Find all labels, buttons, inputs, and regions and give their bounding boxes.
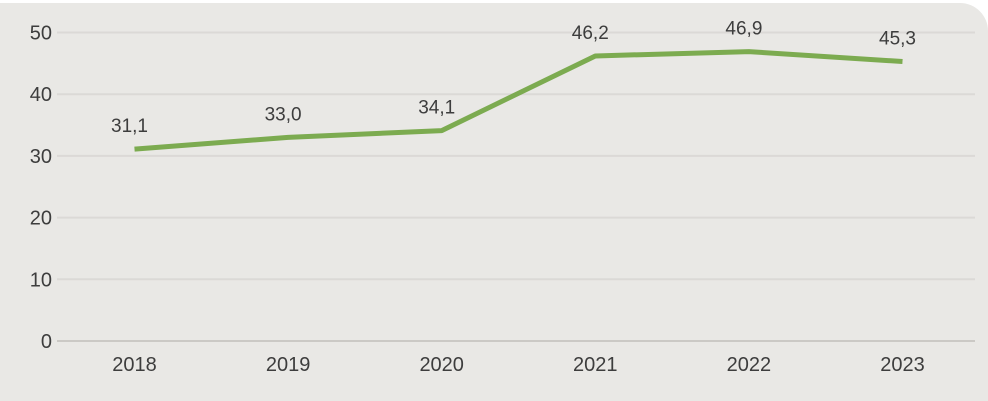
y-axis-tick-label: 10 [30, 269, 52, 291]
x-axis-tick-label: 2022 [727, 354, 772, 376]
chart-panel [0, 3, 988, 401]
data-point-label: 33,0 [265, 104, 302, 125]
data-point-label: 46,9 [725, 19, 762, 40]
x-axis-tick-label: 2021 [573, 354, 618, 376]
data-point-label: 46,2 [572, 23, 609, 44]
x-axis-tick-label: 2018 [112, 354, 157, 376]
y-axis-tick-label: 40 [30, 84, 52, 106]
data-point-label: 34,1 [418, 98, 455, 119]
x-axis-tick-label: 2020 [419, 354, 464, 376]
y-axis-tick-label: 20 [30, 208, 52, 230]
y-axis-tick-label: 0 [41, 331, 52, 353]
x-axis-tick-label: 2023 [880, 354, 925, 376]
x-axis-tick-label: 2019 [266, 354, 311, 376]
data-point-label: 45,3 [879, 28, 916, 49]
y-axis-tick-label: 50 [30, 23, 52, 45]
data-point-label: 31,1 [111, 116, 148, 137]
y-axis-tick-label: 30 [30, 146, 52, 168]
data-series-line [134, 49, 903, 152]
